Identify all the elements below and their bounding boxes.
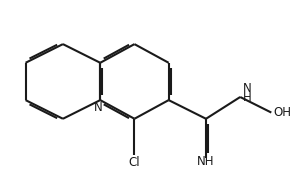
- Text: N: N: [94, 101, 103, 114]
- Text: H: H: [243, 91, 251, 104]
- Text: Cl: Cl: [129, 156, 140, 169]
- Text: NH: NH: [197, 155, 215, 168]
- Text: N: N: [243, 81, 251, 94]
- Text: OH: OH: [274, 106, 292, 119]
